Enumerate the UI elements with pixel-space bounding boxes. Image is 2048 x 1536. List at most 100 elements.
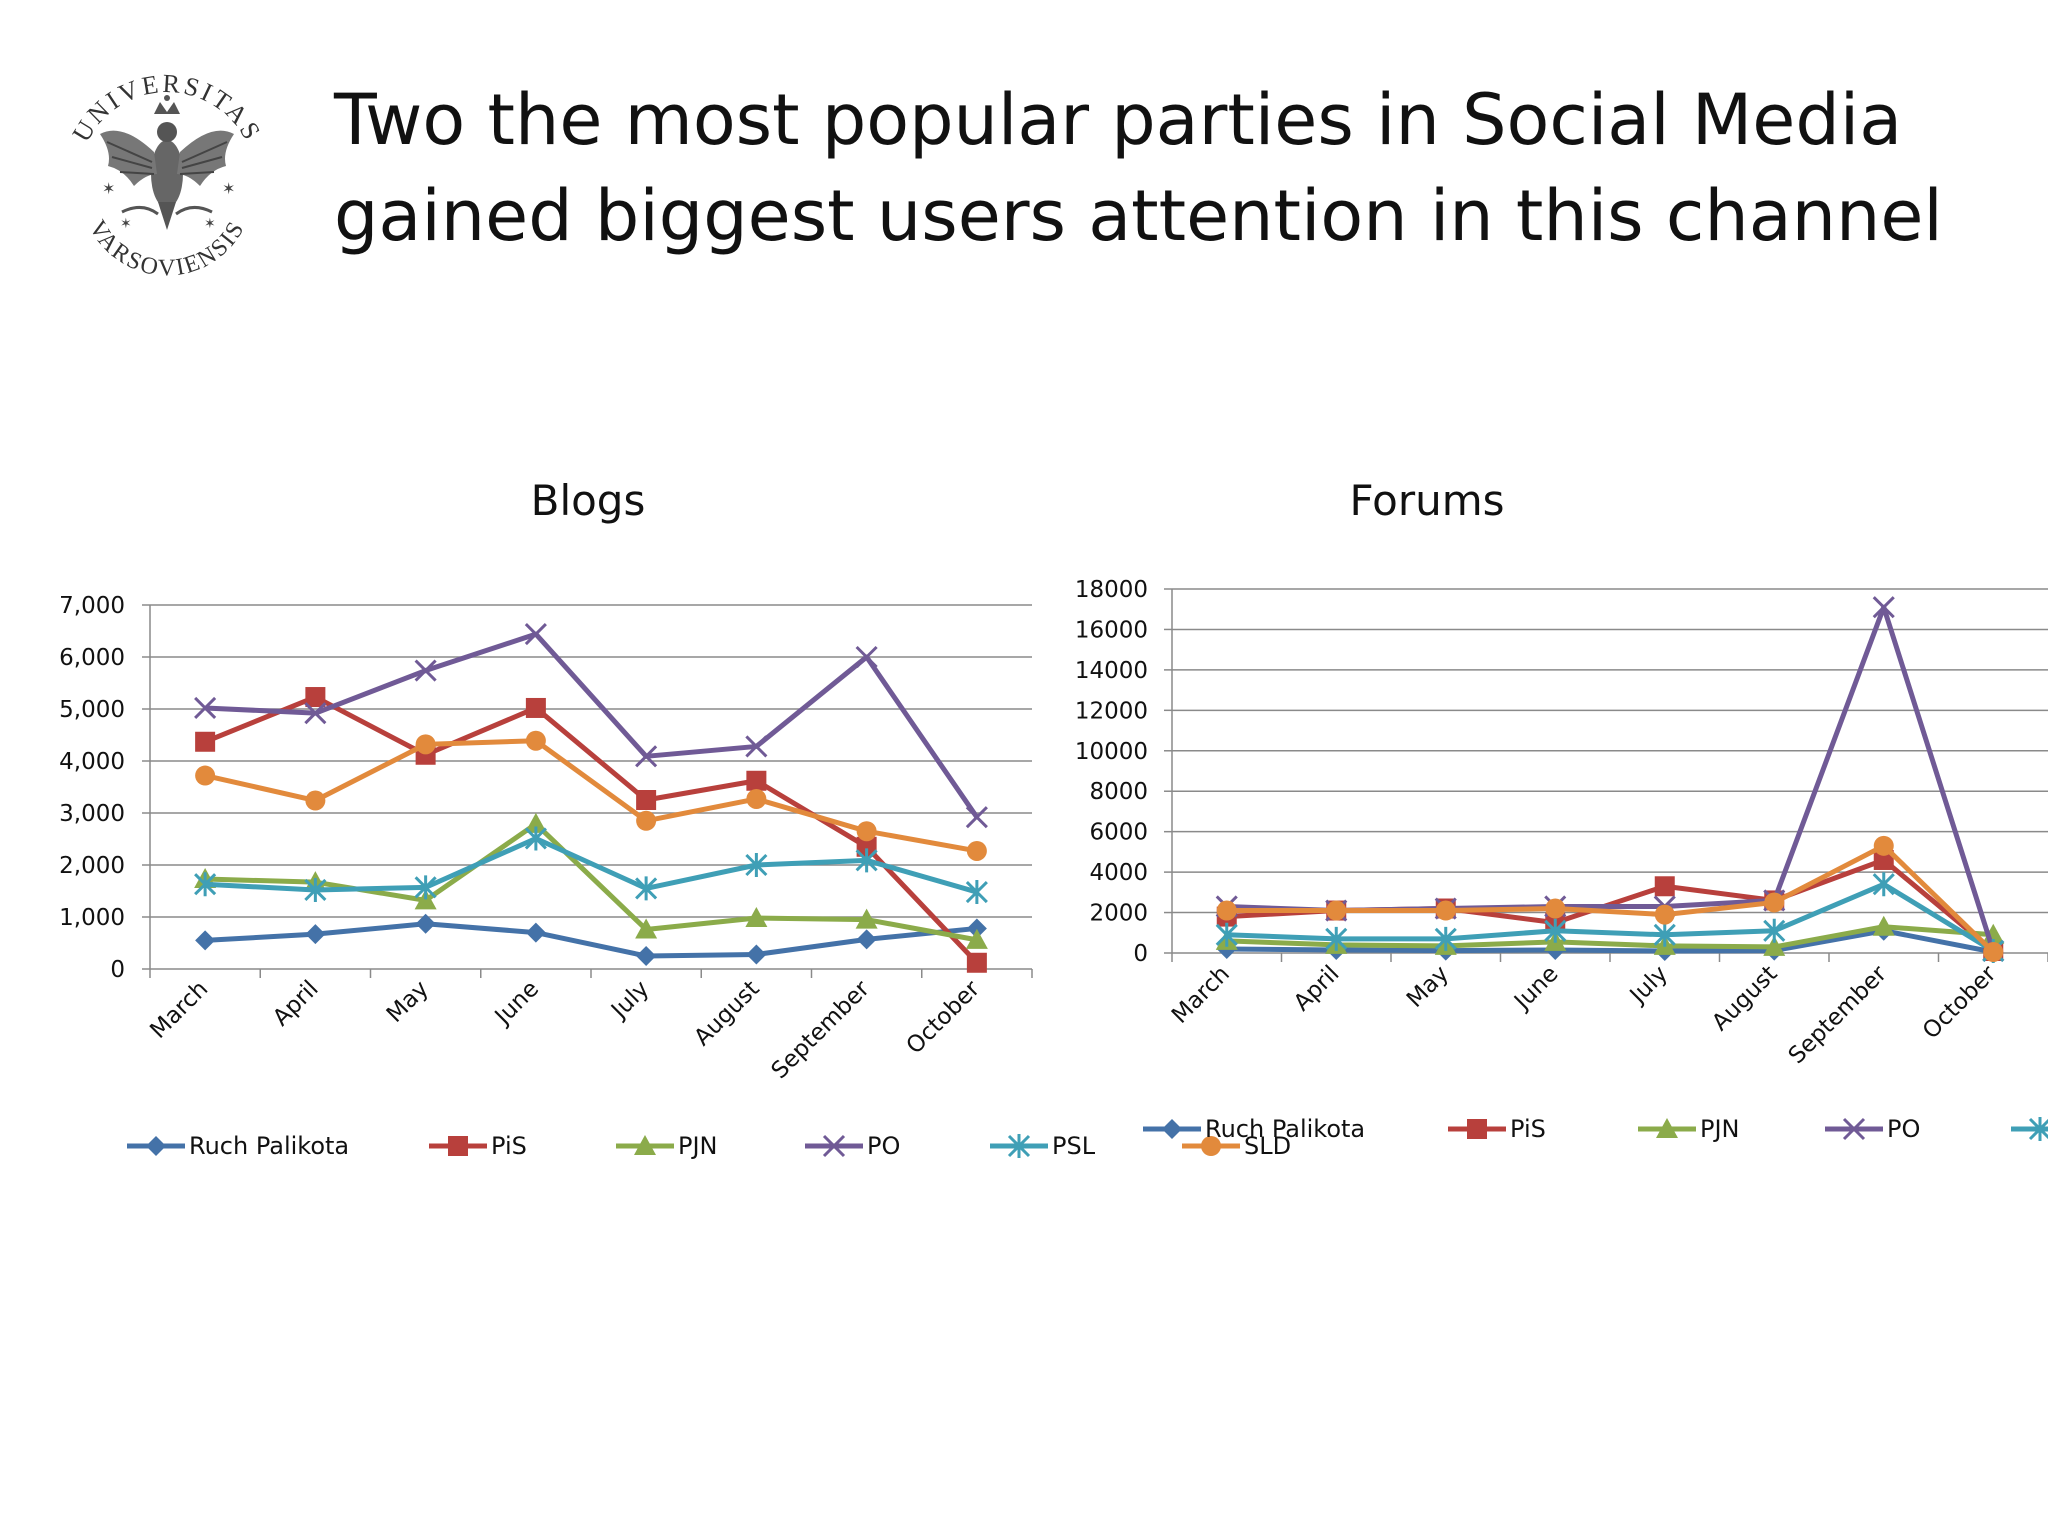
- blogs-data-point: [855, 645, 878, 669]
- blogs-legend-label: PJN: [678, 1132, 718, 1160]
- blogs-data-point: [195, 731, 216, 752]
- blogs-legend-label: PiS: [491, 1132, 527, 1160]
- blogs-x-tick-label: July: [605, 976, 654, 1025]
- forums-series-sld: [1216, 835, 2004, 962]
- blogs-data-point: [636, 790, 657, 810]
- blogs-legend-label: PO: [867, 1132, 900, 1160]
- blogs-legend-label: SLD: [1244, 1132, 1291, 1160]
- blogs-data-point: [636, 810, 657, 831]
- forums-series-line: [1226, 881, 1995, 954]
- blogs-y-tick-label: 6,000: [59, 645, 125, 671]
- blogs-legend-item: PJN: [616, 1132, 718, 1160]
- forums-y-tick-label: 10000: [1075, 739, 1148, 765]
- blogs-data-point: [414, 875, 437, 900]
- forums-data-point: [1326, 900, 1347, 921]
- blogs-y-tick-label: 4,000: [59, 749, 125, 775]
- blogs-chart-title: Blogs: [531, 476, 646, 525]
- blogs-data-point: [635, 745, 658, 768]
- forums-x-tick-label: August: [1707, 961, 1782, 1036]
- svg-text:✶: ✶: [120, 215, 132, 231]
- blogs-data-point: [965, 928, 988, 949]
- forums-data-point: [1873, 849, 1894, 870]
- blogs-series-line: [205, 821, 978, 943]
- blogs-legend-item: PiS: [429, 1132, 527, 1160]
- blogs-data-point: [525, 922, 546, 943]
- forums-chart-title: Forums: [1349, 476, 1504, 525]
- blogs-legend-item: Ruch Palikota: [127, 1132, 349, 1160]
- blogs-data-point: [635, 876, 658, 901]
- forums-data-point: [1872, 915, 1895, 936]
- forums-y-tick-label: 16000: [1075, 617, 1148, 643]
- forums-x-tick-label: June: [1508, 961, 1563, 1016]
- forums-x-tick-label: March: [1167, 961, 1235, 1029]
- forums-legend-item: PiS: [1448, 1115, 1546, 1143]
- blogs-series-psl: [194, 826, 988, 905]
- blogs-data-point: [746, 944, 767, 965]
- forums-x-tick-label: October: [1918, 960, 2002, 1044]
- forums-data-point: [1434, 926, 1457, 951]
- forums-data-point: [1216, 900, 1237, 921]
- forums-legend-label: PO: [1887, 1115, 1920, 1143]
- forums-y-tick-label: 0: [1133, 941, 1148, 967]
- blogs-data-point: [856, 821, 877, 842]
- forums-data-point: [1763, 935, 1786, 956]
- forums-legend-label: Ruch Palikota: [1205, 1115, 1365, 1143]
- svg-text:✶: ✶: [222, 181, 235, 198]
- forums-y-tick-label: 18000: [1075, 577, 1148, 603]
- blogs-data-point: [965, 880, 988, 905]
- blogs-data-point: [524, 623, 547, 646]
- blogs-data-point: [965, 806, 988, 829]
- blogs-y-tick-label: 5,000: [59, 697, 125, 723]
- blogs-legend-label: Ruch Palikota: [189, 1132, 349, 1160]
- blogs-y-tick-label: 2,000: [59, 853, 125, 879]
- blogs-legend-item: PSL: [990, 1132, 1096, 1160]
- blogs-data-point: [745, 853, 768, 877]
- blogs-y-tick-label: 3,000: [59, 801, 125, 827]
- forums-data-point: [1654, 904, 1675, 925]
- forums-data-point: [1544, 918, 1567, 943]
- blogs-data-point: [525, 730, 546, 751]
- blogs-x-tick-label: March: [145, 976, 213, 1044]
- blogs-x-tick-label: September: [767, 975, 876, 1084]
- slide-title: Two the most popular parties in Social M…: [334, 72, 1974, 264]
- forums-y-tick-label: 12000: [1075, 698, 1148, 724]
- forums-y-tick-label: 14000: [1075, 658, 1148, 684]
- blogs-legend-item: PO: [805, 1132, 900, 1160]
- blogs-series-line: [204, 738, 978, 854]
- forums-legend-item: PJN: [1638, 1115, 1740, 1143]
- blogs-data-point: [856, 836, 877, 857]
- svg-text:✶: ✶: [102, 181, 115, 198]
- blogs-data-point: [524, 826, 547, 851]
- blogs-x-tick-label: June: [489, 976, 544, 1031]
- blogs-data-point: [966, 952, 987, 973]
- blogs-y-tick-label: 1,000: [59, 905, 125, 931]
- blogs-data-point: [855, 848, 878, 873]
- blogs-series-sld: [195, 730, 987, 861]
- blogs-series-ruch-palikota: [195, 913, 987, 966]
- blogs-y-tick-label: 0: [110, 957, 125, 983]
- forums-x-tick-label: July: [1624, 961, 1673, 1010]
- university-seal-logo: UNIVERSITAS VARSOVIENSIS ✶ ✶ ✶ ✶: [62, 62, 272, 302]
- blogs-series-line: [204, 921, 978, 959]
- forums-series-line: [1226, 924, 1994, 950]
- blogs-x-tick-label: May: [382, 976, 434, 1028]
- forums-chart: Forums 0 2000 4000 6000 8000 10000 12000 14000 16…: [1075, 476, 2048, 1143]
- forums-legend-item: PSL: [2011, 1117, 2048, 1141]
- forums-data-point: [1872, 596, 1895, 619]
- forums-data-point: [1654, 876, 1675, 897]
- blogs-data-point: [856, 929, 877, 950]
- forums-series-line: [1226, 928, 1994, 955]
- forums-y-tick-label: 4000: [1089, 860, 1148, 886]
- forums-legend-label: PiS: [1510, 1115, 1546, 1143]
- blogs-data-point: [304, 877, 327, 902]
- forums-data-point: [1325, 926, 1348, 951]
- forums-x-tick-label: September: [1784, 960, 1893, 1069]
- blogs-data-point: [636, 946, 657, 966]
- blogs-data-point: [194, 872, 217, 897]
- blogs-legend-item: SLD: [1182, 1132, 1291, 1160]
- forums-data-point: [1764, 892, 1785, 913]
- forums-data-point: [1653, 922, 1676, 947]
- blogs-data-point: [966, 918, 987, 939]
- forums-data-point: [1872, 872, 1895, 897]
